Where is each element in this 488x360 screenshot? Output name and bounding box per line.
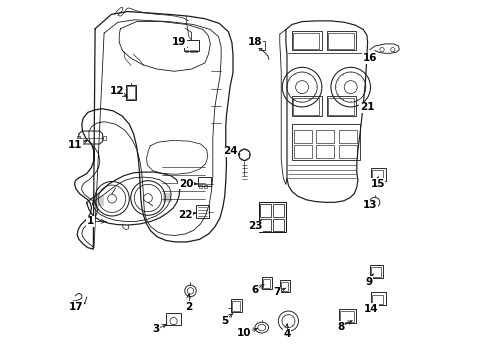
- Text: 1: 1: [86, 216, 94, 226]
- Text: 19: 19: [171, 37, 186, 48]
- Bar: [273, 204, 284, 217]
- Bar: [189, 50, 192, 52]
- Bar: [338, 309, 355, 323]
- Bar: [339, 311, 354, 322]
- Bar: [194, 50, 197, 52]
- Text: 23: 23: [247, 221, 262, 231]
- Text: 6: 6: [251, 285, 258, 295]
- Text: 12: 12: [109, 86, 123, 96]
- Bar: [204, 185, 206, 188]
- Bar: [126, 85, 136, 100]
- Bar: [371, 295, 382, 304]
- Bar: [291, 124, 359, 160]
- Bar: [102, 136, 105, 140]
- Text: 21: 21: [359, 102, 373, 112]
- Bar: [291, 31, 321, 50]
- Bar: [291, 96, 321, 116]
- Bar: [166, 313, 181, 325]
- Bar: [230, 299, 241, 312]
- Text: 10: 10: [237, 328, 251, 338]
- Bar: [231, 301, 239, 311]
- Bar: [294, 130, 311, 143]
- Bar: [196, 205, 208, 218]
- Text: 18: 18: [247, 37, 262, 48]
- Bar: [183, 40, 199, 51]
- Bar: [369, 265, 383, 278]
- Text: 14: 14: [363, 304, 378, 314]
- Bar: [338, 130, 356, 143]
- Bar: [261, 277, 271, 289]
- Bar: [293, 33, 319, 49]
- Bar: [280, 282, 287, 291]
- Bar: [316, 130, 334, 143]
- Bar: [326, 31, 355, 50]
- Bar: [127, 86, 134, 99]
- Bar: [260, 219, 270, 231]
- Bar: [260, 204, 270, 217]
- Bar: [338, 145, 356, 158]
- Bar: [293, 98, 319, 115]
- Bar: [370, 168, 385, 181]
- Text: 11: 11: [68, 140, 82, 150]
- Text: 16: 16: [362, 53, 376, 63]
- Bar: [294, 145, 311, 158]
- Bar: [326, 96, 355, 116]
- Text: 17: 17: [69, 302, 83, 312]
- Text: 20: 20: [179, 179, 193, 189]
- Bar: [370, 292, 385, 305]
- Bar: [279, 280, 289, 292]
- Text: 8: 8: [337, 322, 344, 332]
- Bar: [258, 202, 285, 232]
- Bar: [185, 50, 188, 52]
- Text: 24: 24: [223, 146, 237, 156]
- Bar: [258, 41, 265, 50]
- Text: 13: 13: [362, 200, 376, 210]
- Text: 3: 3: [152, 324, 160, 334]
- Bar: [316, 145, 334, 158]
- Bar: [199, 185, 202, 188]
- Bar: [370, 267, 380, 277]
- Bar: [77, 136, 80, 140]
- Bar: [197, 177, 210, 186]
- Bar: [263, 279, 269, 288]
- Text: 7: 7: [273, 287, 280, 297]
- Text: 5: 5: [221, 316, 228, 326]
- Text: 22: 22: [178, 210, 192, 220]
- Text: 4: 4: [283, 329, 290, 339]
- Bar: [273, 219, 284, 231]
- Bar: [327, 33, 353, 49]
- Text: 15: 15: [370, 179, 384, 189]
- Bar: [327, 98, 353, 115]
- Text: 9: 9: [365, 276, 371, 287]
- Text: 2: 2: [184, 302, 192, 312]
- Bar: [371, 170, 382, 180]
